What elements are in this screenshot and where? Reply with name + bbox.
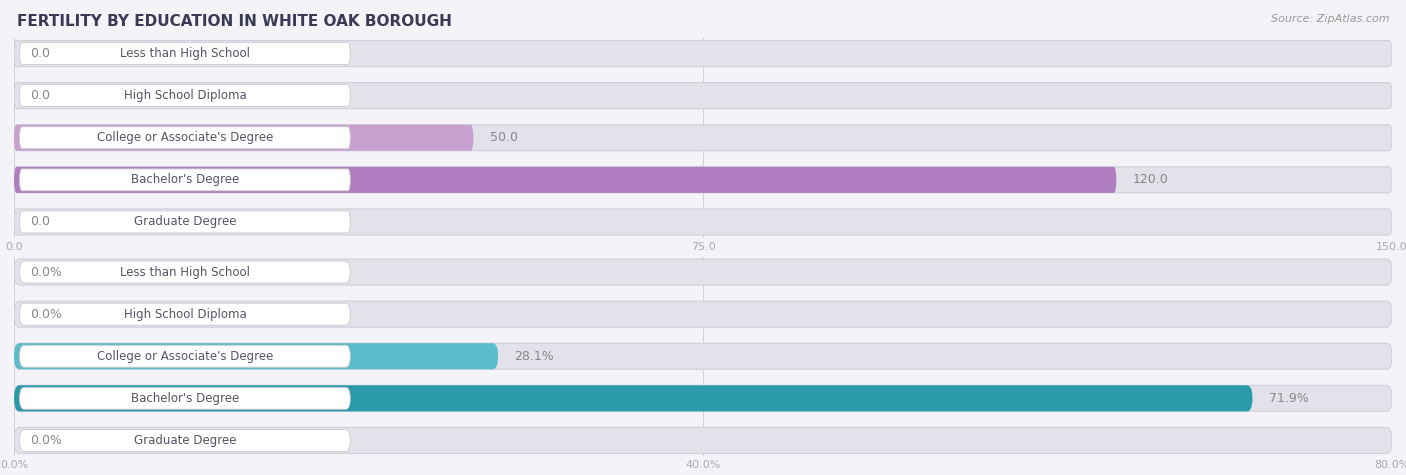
FancyBboxPatch shape <box>14 385 1392 411</box>
FancyBboxPatch shape <box>20 169 350 191</box>
FancyBboxPatch shape <box>14 385 1253 411</box>
Text: 120.0: 120.0 <box>1133 173 1168 186</box>
FancyBboxPatch shape <box>20 85 350 106</box>
FancyBboxPatch shape <box>20 303 350 325</box>
FancyBboxPatch shape <box>14 167 1392 193</box>
Text: 0.0: 0.0 <box>31 47 51 60</box>
Text: Less than High School: Less than High School <box>120 266 250 278</box>
Text: 0.0%: 0.0% <box>31 266 63 278</box>
Text: 71.9%: 71.9% <box>1270 392 1309 405</box>
Text: 28.1%: 28.1% <box>515 350 554 363</box>
Text: Bachelor's Degree: Bachelor's Degree <box>131 173 239 186</box>
Text: Graduate Degree: Graduate Degree <box>134 216 236 228</box>
FancyBboxPatch shape <box>20 211 350 233</box>
Text: 0.0: 0.0 <box>31 89 51 102</box>
Text: 50.0: 50.0 <box>489 131 517 144</box>
Text: High School Diploma: High School Diploma <box>124 89 246 102</box>
FancyBboxPatch shape <box>14 343 498 369</box>
FancyBboxPatch shape <box>20 345 350 367</box>
FancyBboxPatch shape <box>20 43 350 65</box>
FancyBboxPatch shape <box>20 429 350 451</box>
FancyBboxPatch shape <box>14 301 1392 327</box>
FancyBboxPatch shape <box>14 343 1392 369</box>
FancyBboxPatch shape <box>20 388 350 409</box>
FancyBboxPatch shape <box>14 428 1392 454</box>
FancyBboxPatch shape <box>14 259 1392 285</box>
Text: Less than High School: Less than High School <box>120 47 250 60</box>
Text: High School Diploma: High School Diploma <box>124 308 246 321</box>
Text: Graduate Degree: Graduate Degree <box>134 434 236 447</box>
Text: 0.0%: 0.0% <box>31 434 63 447</box>
FancyBboxPatch shape <box>14 40 1392 66</box>
FancyBboxPatch shape <box>14 125 474 151</box>
FancyBboxPatch shape <box>14 125 1392 151</box>
Text: 0.0: 0.0 <box>31 216 51 228</box>
Text: College or Associate's Degree: College or Associate's Degree <box>97 350 273 363</box>
Text: 0.0%: 0.0% <box>31 308 63 321</box>
FancyBboxPatch shape <box>14 83 1392 109</box>
Text: Bachelor's Degree: Bachelor's Degree <box>131 392 239 405</box>
FancyBboxPatch shape <box>14 167 1116 193</box>
Text: FERTILITY BY EDUCATION IN WHITE OAK BOROUGH: FERTILITY BY EDUCATION IN WHITE OAK BORO… <box>17 14 451 29</box>
FancyBboxPatch shape <box>14 209 1392 235</box>
Text: College or Associate's Degree: College or Associate's Degree <box>97 131 273 144</box>
FancyBboxPatch shape <box>20 127 350 149</box>
Text: Source: ZipAtlas.com: Source: ZipAtlas.com <box>1271 14 1389 24</box>
FancyBboxPatch shape <box>20 261 350 283</box>
